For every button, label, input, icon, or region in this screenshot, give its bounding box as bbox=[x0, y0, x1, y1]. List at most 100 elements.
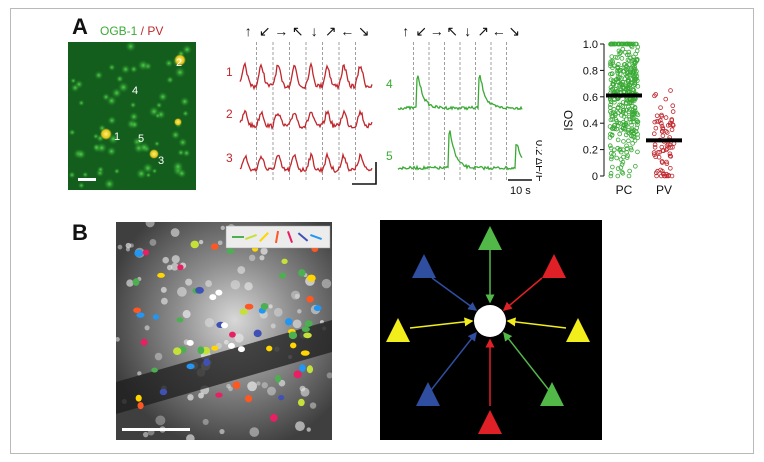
stimulus-dividers bbox=[413, 42, 507, 182]
data-point bbox=[625, 153, 630, 158]
background-cell bbox=[292, 319, 302, 329]
data-point bbox=[634, 73, 640, 79]
data-point bbox=[608, 173, 614, 179]
tuned-cell bbox=[159, 388, 168, 396]
direction-arrow-icon: ↖ bbox=[446, 23, 458, 39]
tuned-cell bbox=[300, 350, 310, 356]
data-point bbox=[664, 173, 670, 179]
green-cell bbox=[129, 101, 137, 109]
green-cell bbox=[130, 120, 140, 130]
connection-arrow bbox=[409, 317, 474, 329]
green-cell bbox=[68, 128, 76, 137]
tuned-cell bbox=[281, 258, 288, 265]
direction-arrow-icon: ← bbox=[340, 23, 354, 39]
green-cell bbox=[106, 146, 117, 157]
green-cell bbox=[124, 42, 137, 53]
data-point bbox=[633, 51, 638, 57]
data-point bbox=[616, 76, 621, 82]
tuned-cell bbox=[142, 249, 150, 256]
background-cell bbox=[260, 247, 268, 255]
data-point bbox=[623, 100, 629, 105]
neuron-triangle-red bbox=[542, 254, 566, 278]
data-point bbox=[629, 98, 635, 104]
orientation-legend-line bbox=[297, 232, 309, 242]
data-point bbox=[663, 115, 669, 120]
background-cell bbox=[256, 381, 261, 386]
data-point bbox=[620, 100, 626, 105]
data-point bbox=[608, 151, 614, 156]
trace-label: 4 bbox=[386, 77, 393, 91]
green-cell bbox=[70, 77, 77, 84]
data-point bbox=[658, 105, 663, 110]
data-point bbox=[618, 149, 624, 155]
data-point bbox=[629, 126, 635, 131]
data-point bbox=[632, 80, 638, 86]
tuned-cell bbox=[135, 394, 142, 402]
y-tick-label: 0.6 bbox=[583, 92, 598, 104]
untuned-cell bbox=[209, 294, 217, 301]
data-point bbox=[621, 154, 626, 160]
green-cell bbox=[165, 75, 175, 85]
tuned-cell bbox=[232, 381, 241, 390]
background-cell bbox=[261, 382, 268, 389]
green-cell bbox=[75, 148, 87, 160]
background-cell bbox=[149, 239, 157, 246]
direction-arrow-icon: ↘ bbox=[358, 23, 370, 39]
data-point bbox=[628, 41, 634, 47]
y-tick-label: 0.8 bbox=[583, 65, 598, 77]
green-cell bbox=[120, 64, 131, 75]
data-point bbox=[623, 67, 629, 72]
data-point bbox=[659, 159, 665, 164]
untuned-cell bbox=[237, 346, 245, 353]
green-cell bbox=[137, 59, 149, 72]
data-point bbox=[660, 133, 666, 139]
data-point bbox=[611, 152, 616, 157]
tuned-cell bbox=[244, 303, 254, 310]
data-point bbox=[620, 159, 626, 165]
chart-points bbox=[607, 41, 677, 179]
green-cell bbox=[174, 66, 186, 79]
data-point bbox=[664, 161, 670, 167]
background-cell bbox=[230, 279, 241, 290]
green-cell bbox=[170, 130, 181, 140]
background-cell bbox=[306, 427, 311, 432]
data-point bbox=[627, 83, 633, 88]
y-axis-label: OSI bbox=[561, 110, 575, 131]
data-point bbox=[670, 103, 676, 109]
micrograph-label: OGB-1 / PV bbox=[100, 24, 163, 38]
green-cell bbox=[117, 81, 130, 94]
green-cell bbox=[142, 162, 154, 174]
data-point bbox=[628, 119, 634, 125]
data-point bbox=[620, 125, 626, 131]
data-point bbox=[632, 105, 638, 111]
trace-label: 2 bbox=[226, 107, 233, 121]
traces-scale-bar bbox=[352, 162, 377, 185]
data-point bbox=[608, 145, 614, 151]
connection-arrow bbox=[506, 317, 567, 329]
y-axis: 0 0.2 0.4 0.6 0.8 1.0 bbox=[583, 39, 605, 183]
data-point bbox=[625, 89, 631, 94]
green-cell bbox=[164, 58, 174, 68]
direction-arrow-icon: → bbox=[430, 23, 444, 39]
orientation-legend-line bbox=[310, 234, 322, 240]
pv-cell bbox=[149, 149, 159, 159]
data-point bbox=[631, 65, 637, 71]
background-cell bbox=[295, 421, 305, 432]
tuned-cell bbox=[229, 331, 236, 338]
label-sep: / bbox=[137, 24, 148, 38]
tuned-cell bbox=[269, 413, 278, 422]
background-cell bbox=[170, 228, 180, 237]
neuron-triangle-green bbox=[478, 226, 502, 250]
data-point bbox=[670, 145, 675, 150]
data-point bbox=[651, 150, 657, 155]
cortex-map-image bbox=[116, 222, 332, 440]
background-cell bbox=[259, 255, 265, 261]
data-point bbox=[667, 153, 673, 159]
tuned-cell bbox=[215, 392, 223, 398]
figure-frame bbox=[10, 8, 754, 454]
green-cell bbox=[96, 165, 105, 174]
data-point bbox=[608, 87, 614, 93]
data-point bbox=[620, 46, 626, 52]
tuned-cell bbox=[260, 303, 269, 310]
tuned-cell bbox=[151, 367, 158, 373]
